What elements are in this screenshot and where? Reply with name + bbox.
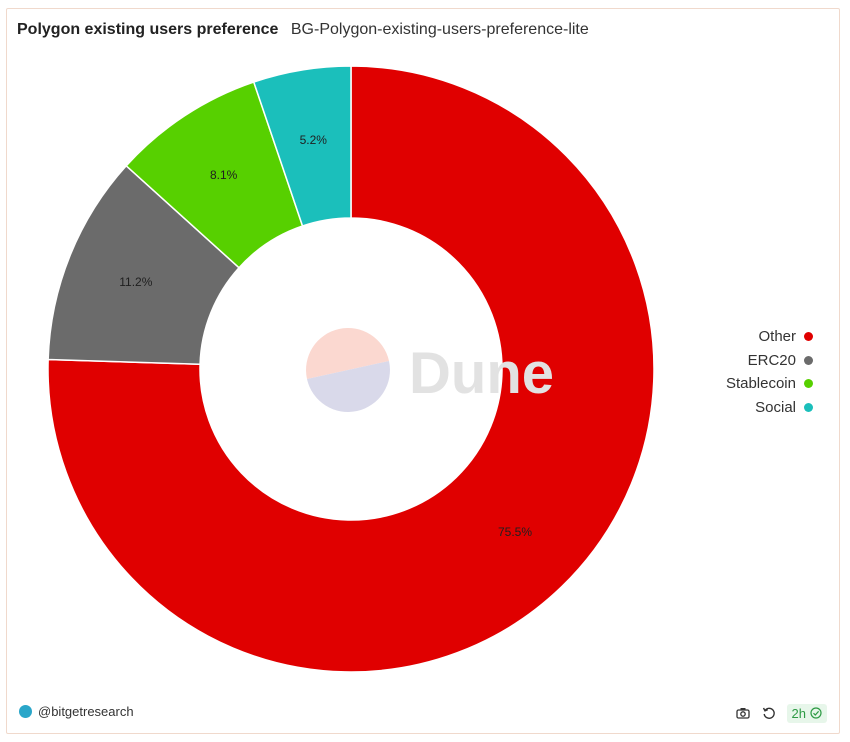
legend-label: Social	[755, 398, 796, 416]
refresh-icon[interactable]	[759, 703, 779, 723]
dune-watermark: Dune	[306, 328, 554, 412]
chart-title: Polygon existing users preference	[17, 21, 279, 38]
legend-dot	[804, 332, 813, 342]
legend-item-social[interactable]: Social	[726, 396, 813, 420]
refresh-age: 2h	[791, 705, 806, 721]
query-name[interactable]: BG-Polygon-existing-users-preference-lit…	[290, 21, 589, 38]
legend-label: ERC20	[747, 351, 796, 369]
legend-dot	[804, 355, 813, 365]
legend-label: Stablecoin	[725, 375, 796, 393]
slice-social[interactable]	[252, 65, 352, 227]
legend-dot	[804, 402, 813, 412]
legend-label: Other	[758, 328, 796, 346]
check-circle-icon	[810, 707, 822, 719]
slice-other[interactable]	[47, 65, 655, 673]
chart-header: Polygon existing users preference BG-Pol…	[17, 21, 589, 39]
donut-chart: 75.5% 11.2% 8.1% 5.2% Dune	[47, 65, 655, 673]
legend-item-stablecoin[interactable]: Stablecoin	[726, 372, 813, 396]
author-avatar	[19, 705, 32, 718]
chart-card: Polygon existing users preference BG-Pol…	[6, 8, 840, 734]
legend-dot	[804, 379, 813, 389]
author-link[interactable]: @bitgetresearch	[19, 704, 134, 719]
slice-label-other: 75.5%	[498, 525, 532, 539]
footer-actions: 2h	[727, 703, 827, 723]
chart-legend: Other ERC20 Stablecoin Social	[726, 325, 813, 419]
refresh-status-badge: 2h	[786, 703, 827, 723]
slice-label-stablecoin: 8.1%	[210, 168, 238, 182]
legend-item-erc20[interactable]: ERC20	[726, 349, 813, 373]
watermark-text: Dune	[409, 341, 554, 406]
legend-item-other[interactable]: Other	[726, 325, 813, 349]
slice-label-erc20: 11.2%	[119, 275, 152, 289]
camera-icon[interactable]	[733, 703, 753, 723]
slice-label-social: 5.2%	[300, 133, 328, 147]
author-name[interactable]: @bitgetresearch	[38, 704, 134, 719]
